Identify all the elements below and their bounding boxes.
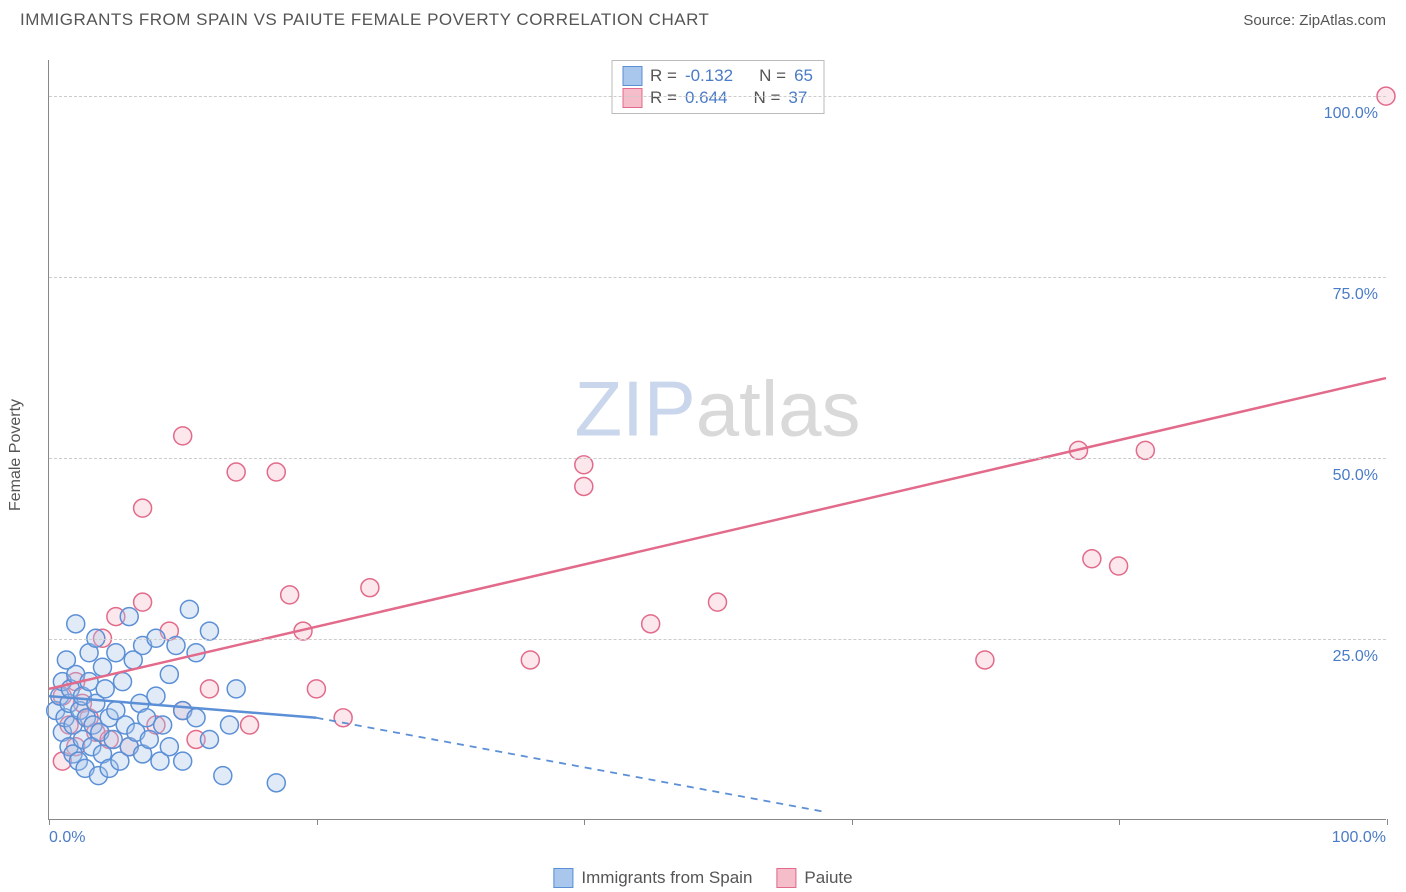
y-tick-label: 100.0% [1324,105,1378,123]
data-point [1136,441,1154,459]
data-point [214,767,232,785]
scatter-plot-svg [49,60,1386,819]
x-tick [1119,819,1120,825]
data-point [154,716,172,734]
x-tick-label: 0.0% [49,829,85,847]
data-point [134,593,152,611]
data-point [1110,557,1128,575]
data-point [107,644,125,662]
swatch-paiute [622,88,642,108]
swatch-spain [622,66,642,86]
data-point [180,600,198,618]
y-axis-title: Female Poverty [7,399,25,511]
stats-row-spain: R = -0.132 N = 65 [622,65,813,87]
data-point [709,593,727,611]
data-point [140,730,158,748]
y-tick-label: 50.0% [1333,467,1378,485]
stats-row-paiute: R = 0.644 N = 37 [622,87,813,109]
y-tick-label: 75.0% [1333,286,1378,304]
data-point [160,665,178,683]
data-point [1083,550,1101,568]
data-point [138,709,156,727]
stats-legend-box: R = -0.132 N = 65 R = 0.644 N = 37 [611,60,824,114]
data-point [200,730,218,748]
y-tick-label: 25.0% [1333,648,1378,666]
legend-swatch-paiute [776,868,796,888]
data-point [174,427,192,445]
trend-line [49,378,1386,689]
gridline [49,639,1386,640]
x-tick [49,819,50,825]
bottom-legend: Immigrants from Spain Paiute [553,868,852,888]
legend-item-spain: Immigrants from Spain [553,868,752,888]
data-point [200,680,218,698]
data-point [307,680,325,698]
data-point [267,774,285,792]
data-point [96,680,114,698]
data-point [521,651,539,669]
legend-swatch-spain [553,868,573,888]
data-point [241,716,259,734]
data-point [227,463,245,481]
data-point [221,716,239,734]
data-point [187,709,205,727]
data-point [147,687,165,705]
x-tick [852,819,853,825]
data-point [114,673,132,691]
data-point [120,608,138,626]
data-point [361,579,379,597]
source-label: Source: ZipAtlas.com [1243,12,1386,29]
data-point [104,730,122,748]
chart-title: IMMIGRANTS FROM SPAIN VS PAIUTE FEMALE P… [20,10,709,30]
trend-line-dashed [316,718,824,812]
legend-item-paiute: Paiute [776,868,852,888]
x-tick [584,819,585,825]
data-point [575,477,593,495]
data-point [134,499,152,517]
data-point [976,651,994,669]
data-point [642,615,660,633]
chart-plot-area: ZIPatlas R = -0.132 N = 65 R = 0.644 N =… [48,60,1386,820]
x-tick [1387,819,1388,825]
gridline [49,277,1386,278]
gridline [49,96,1386,97]
gridline [49,458,1386,459]
data-point [93,658,111,676]
data-point [281,586,299,604]
source-value: ZipAtlas.com [1299,12,1386,29]
data-point [334,709,352,727]
data-point [267,463,285,481]
data-point [160,738,178,756]
x-tick-label: 100.0% [1332,829,1386,847]
header: IMMIGRANTS FROM SPAIN VS PAIUTE FEMALE P… [0,0,1406,36]
data-point [67,615,85,633]
data-point [227,680,245,698]
data-point [174,752,192,770]
data-point [200,622,218,640]
x-tick [317,819,318,825]
